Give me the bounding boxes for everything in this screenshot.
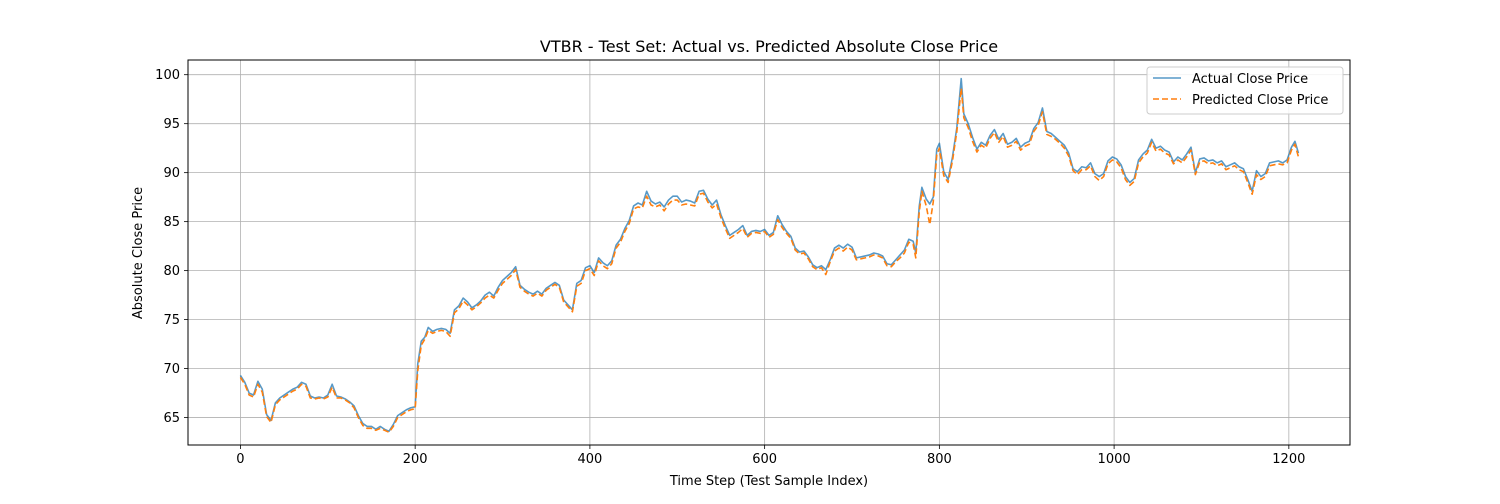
x-tick-label: 400 <box>577 452 602 467</box>
predicted-close-price-line <box>239 87 1300 434</box>
y-tick-label: 80 <box>163 264 180 279</box>
legend-label-predicted: Predicted Close Price <box>1192 93 1328 108</box>
y-tick-label: 90 <box>163 166 180 181</box>
y-tick-label: 95 <box>163 117 180 132</box>
y-tick-label: 75 <box>163 313 180 328</box>
y-tick-label: 65 <box>163 411 180 426</box>
x-tick-label: 1000 <box>1098 452 1131 467</box>
x-tick-label: 0 <box>236 452 244 467</box>
x-tick-label: 800 <box>927 452 952 467</box>
x-tick-label: 200 <box>403 452 428 467</box>
legend-label-actual: Actual Close Price <box>1192 72 1308 87</box>
y-tick-label: 85 <box>163 215 180 230</box>
y-axis-label: Absolute Close Price <box>131 187 146 319</box>
x-tick-label: 600 <box>752 452 777 467</box>
plot-area-frame <box>187 59 1351 446</box>
chart-title: VTBR - Test Set: Actual vs. Predicted Ab… <box>540 37 998 56</box>
legend: Actual Close Price Predicted Close Price <box>1146 66 1344 115</box>
x-axis-label: Time Step (Test Sample Index) <box>669 474 868 489</box>
y-tick-label: 70 <box>163 362 180 377</box>
series-layer <box>239 77 1300 434</box>
x-tick-label: 1200 <box>1272 452 1305 467</box>
axis-ticks: 0 200 400 600 800 1000 1200 65 70 75 80 85 90 95 100 <box>155 68 1305 467</box>
actual-close-price-line <box>239 77 1300 433</box>
legend-box <box>1146 66 1344 115</box>
grid <box>188 60 1350 445</box>
y-tick-label: 100 <box>155 68 180 83</box>
